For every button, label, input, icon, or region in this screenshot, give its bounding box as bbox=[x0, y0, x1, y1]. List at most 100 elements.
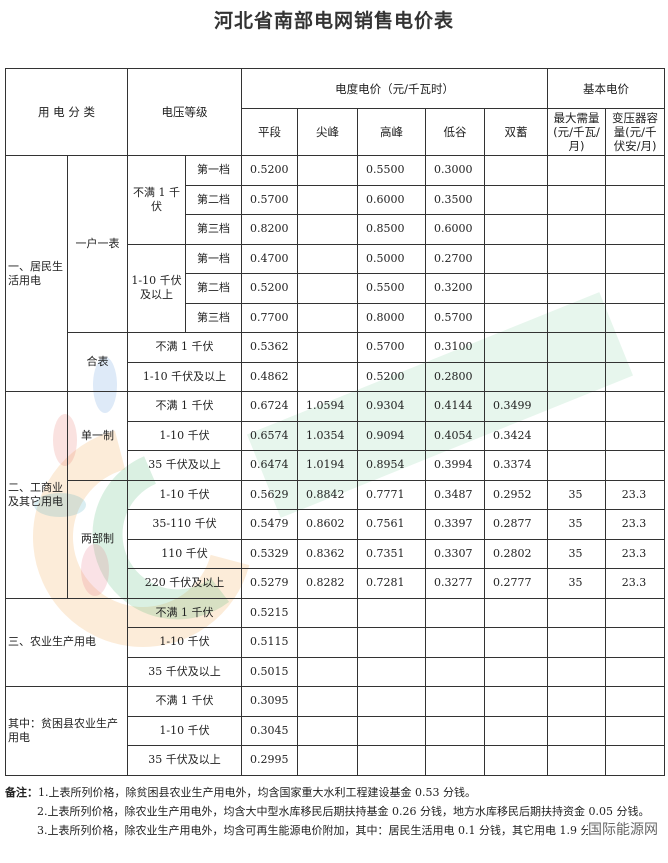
price-cell bbox=[483, 155, 549, 186]
brand-watermark: 国际能源网 bbox=[588, 821, 658, 840]
price-cell: 35 bbox=[547, 538, 607, 569]
header-valley: 低谷 bbox=[425, 108, 485, 156]
price-cell bbox=[547, 597, 607, 628]
price-cell bbox=[605, 361, 666, 392]
price-cell bbox=[425, 686, 485, 717]
price-cell bbox=[547, 214, 607, 245]
voltage-label: 不满 1 千伏 bbox=[127, 332, 242, 363]
category-label: 一、居民生活用电 bbox=[5, 155, 68, 392]
table-row: 35 千伏及以上 0.6474 1.0194 0.8954 0.3994 0.3374 bbox=[6, 450, 666, 481]
voltage-label: 1-10 千伏 bbox=[127, 479, 242, 510]
price-cell bbox=[605, 715, 666, 746]
price-cell: 0.3100 bbox=[425, 332, 485, 363]
table-row: 二、工商业及其它用电 单一制 不满 1 千伏 0.6724 1.0594 0.9304 0.… bbox=[5, 391, 666, 599]
table-row: 35 千伏及以上 0.2995 bbox=[6, 745, 666, 776]
price-cell: 1.0594 bbox=[297, 391, 358, 422]
price-cell bbox=[483, 243, 549, 274]
price-cell bbox=[425, 745, 485, 776]
price-cell: 0.3424 bbox=[483, 420, 549, 451]
price-cell: 0.3045 bbox=[241, 715, 298, 746]
table-row: 220 千伏及以上 0.5279 0.8282 0.7281 0.3277 0.2777 3… bbox=[6, 568, 666, 599]
tier-label: 第三档 bbox=[185, 302, 242, 333]
price-cell: 0.3397 bbox=[425, 509, 485, 540]
price-cell: 0.5015 bbox=[241, 656, 298, 687]
price-cell: 0.2995 bbox=[241, 745, 298, 776]
price-cell bbox=[605, 597, 666, 628]
price-cell bbox=[425, 597, 485, 628]
table-row: 1-10 千伏 0.6574 1.0354 0.9094 0.4054 0.3424 bbox=[6, 420, 666, 451]
price-cell: 0.2800 bbox=[425, 361, 485, 392]
price-cell bbox=[547, 273, 607, 304]
subcategory-label: 单一制 bbox=[67, 391, 128, 481]
price-cell: 0.7561 bbox=[357, 509, 426, 540]
price-cell bbox=[483, 273, 549, 304]
price-cell: 0.5629 bbox=[241, 479, 298, 510]
price-cell: 0.3307 bbox=[425, 538, 485, 569]
price-cell bbox=[605, 420, 666, 451]
header-flat: 平段 bbox=[241, 108, 298, 156]
price-cell: 0.5279 bbox=[241, 568, 298, 599]
price-cell bbox=[483, 184, 549, 215]
note-3: 3.上表所列价格，除农业生产用电外，均含可再生能源电价附加，其中：居民生活用电 … bbox=[37, 824, 614, 837]
price-cell: 0.8282 bbox=[297, 568, 358, 599]
price-cell: 0.5200 bbox=[357, 361, 426, 392]
voltage-label: 1-10 千伏 bbox=[127, 420, 242, 451]
price-cell: 0.5700 bbox=[241, 184, 298, 215]
note-1: 1.上表所列价格，除贫困县农业生产用电外，均含国家重大水利工程建设基金 0.53… bbox=[38, 786, 476, 799]
price-cell: 0.8200 bbox=[241, 214, 298, 245]
price-cell bbox=[605, 302, 666, 333]
header-energy-price: 电度电价（元/千瓦时） bbox=[240, 68, 549, 109]
price-cell bbox=[605, 214, 666, 245]
price-cell bbox=[297, 332, 358, 363]
price-cell bbox=[605, 450, 666, 481]
price-cell: 0.3374 bbox=[483, 450, 549, 481]
price-cell: 23.3 bbox=[605, 538, 666, 569]
price-cell bbox=[297, 627, 358, 658]
price-cell bbox=[357, 715, 426, 746]
price-cell: 0.2777 bbox=[483, 568, 549, 599]
price-cell: 0.6574 bbox=[241, 420, 298, 451]
price-cell: 0.5200 bbox=[241, 273, 298, 304]
table-row: 第三档 0.8200 0.8500 0.6000 bbox=[6, 214, 666, 245]
category-label: 三、农业生产用电 bbox=[5, 597, 128, 687]
price-cell: 0.5500 bbox=[357, 273, 426, 304]
price-cell bbox=[547, 243, 607, 274]
price-cell: 0.8602 bbox=[297, 509, 358, 540]
price-cell bbox=[425, 627, 485, 658]
voltage-label: 不满 1 千伏 bbox=[127, 686, 242, 717]
price-cell: 0.5000 bbox=[357, 243, 426, 274]
price-cell bbox=[483, 656, 549, 687]
price-cell: 0.6000 bbox=[357, 184, 426, 215]
notes: 备注：1.上表所列价格，除贫困县农业生产用电外，均含国家重大水利工程建设基金 0… bbox=[5, 783, 665, 840]
voltage-label: 1-10 千伏 bbox=[127, 627, 242, 658]
table-row: 三、农业生产用电 不满 1 千伏 0.5215 bbox=[5, 597, 666, 687]
header-peak: 高峰 bbox=[357, 108, 426, 156]
price-cell: 0.4144 bbox=[425, 391, 485, 422]
price-cell bbox=[605, 332, 666, 363]
header-voltage: 电压等级 bbox=[127, 68, 242, 156]
price-cell bbox=[547, 715, 607, 746]
price-cell: 0.3277 bbox=[425, 568, 485, 599]
header-dual-storage: 双蓄 bbox=[483, 108, 549, 156]
header-max-demand: 最大需量(元/千瓦/月) bbox=[547, 108, 607, 156]
price-cell bbox=[547, 656, 607, 687]
voltage-label: 35 千伏及以上 bbox=[127, 656, 242, 687]
price-cell: 0.5500 bbox=[357, 155, 426, 186]
tier-label: 第二档 bbox=[185, 184, 242, 215]
price-cell: 0.4054 bbox=[425, 420, 485, 451]
price-cell: 0.2802 bbox=[483, 538, 549, 569]
header-basic-price: 基本电价 bbox=[547, 68, 666, 109]
price-cell bbox=[605, 627, 666, 658]
price-cell bbox=[547, 155, 607, 186]
price-cell: 0.2700 bbox=[425, 243, 485, 274]
price-cell bbox=[425, 656, 485, 687]
price-cell bbox=[483, 214, 549, 245]
price-cell bbox=[297, 302, 358, 333]
price-cell bbox=[547, 450, 607, 481]
voltage-label: 1-10 千伏及以上 bbox=[127, 361, 242, 392]
price-cell bbox=[297, 686, 358, 717]
table-row: 一、居民生活用电 一户一表 不满 1 千伏 第一档 0.5200 0.5500 0.3000 bbox=[5, 155, 666, 392]
price-cell bbox=[605, 656, 666, 687]
category-label: 二、工商业及其它用电 bbox=[5, 391, 68, 599]
price-cell bbox=[483, 627, 549, 658]
